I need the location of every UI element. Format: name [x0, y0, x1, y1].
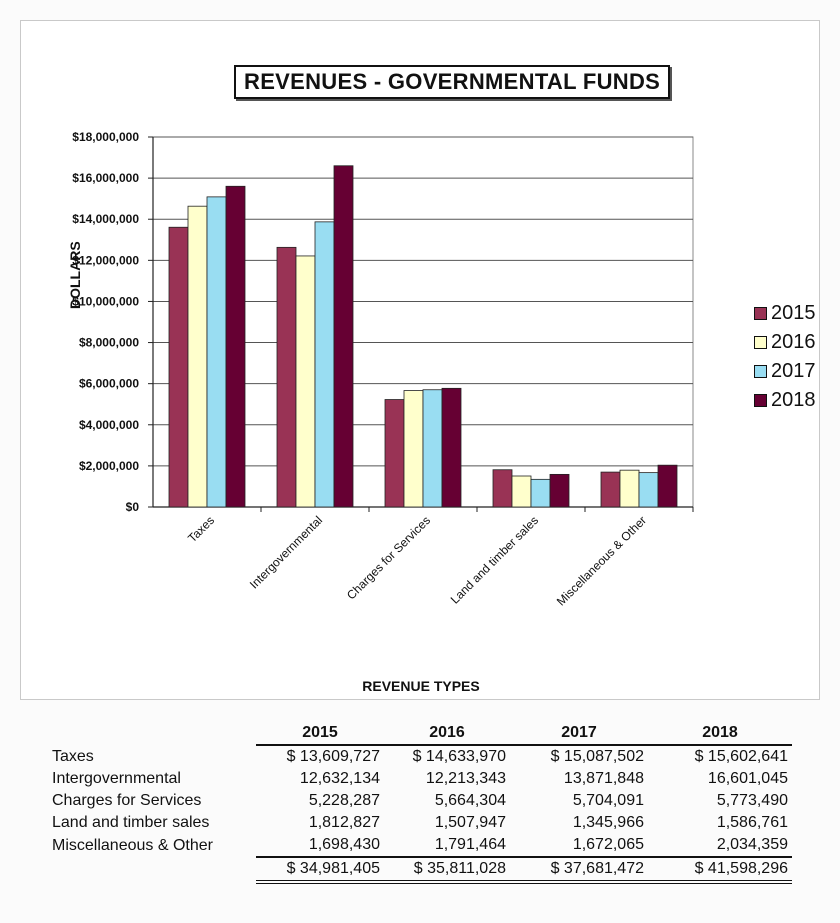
bar-2017: [530, 478, 551, 508]
total-2018: $ 41,598,296: [648, 856, 792, 884]
table-header-blank: [48, 724, 256, 745]
bar-2016: [403, 390, 424, 508]
cell-2016: 5,664,304: [434, 792, 506, 809]
cell-2018: 16,601,045: [707, 770, 788, 787]
bar-2015: [276, 246, 297, 508]
total-label: [48, 857, 256, 882]
x-category-label: Land and timber sales: [448, 513, 541, 606]
cell-2018: $ 15,602,641: [694, 748, 788, 765]
legend-item-2015: 2015: [754, 299, 816, 328]
legend: 2015 2016 2017 2018: [754, 299, 816, 415]
total-2016: $ 35,811,028: [384, 856, 510, 884]
revenue-table: 2015 2016 2017 2018 Taxes $ 13,609,727 $…: [48, 724, 792, 884]
cell-2018: 2,034,359: [716, 836, 788, 853]
bar-2016: [619, 469, 640, 508]
row-label: Charges for Services: [52, 792, 202, 809]
table-header-2017: 2017: [510, 724, 648, 746]
x-category-label: Miscellaneous & Other: [554, 513, 649, 608]
cell-2016: $ 14,633,970: [412, 748, 506, 765]
legend-item-2016: 2016: [754, 328, 816, 357]
legend-label-2015: 2015: [771, 302, 816, 324]
table-total-row: $ 34,981,405 $ 35,811,028 $ 37,681,472 $…: [48, 856, 792, 884]
bar-2018: [225, 185, 246, 508]
bar-2017: [638, 472, 659, 508]
cell-2018: 1,586,761: [716, 814, 788, 831]
legend-swatch-2016: [754, 336, 767, 349]
bar-2016: [511, 475, 532, 508]
bar-2018: [333, 165, 354, 508]
bar-2017: [314, 221, 335, 508]
row-label: Intergovernmental: [52, 770, 181, 787]
cell-2016: 12,213,343: [425, 770, 506, 787]
y-tick-label: $6,000,000: [79, 377, 139, 391]
row-label: Taxes: [52, 747, 94, 765]
table-row: Land and timber sales 1,812,827 1,507,94…: [48, 812, 792, 834]
legend-item-2017: 2017: [754, 357, 816, 386]
table-header-2018: 2018: [648, 724, 792, 746]
table-header-2015: 2015: [256, 724, 384, 746]
cell-2015: 1,698,430: [308, 836, 380, 853]
bar-2018: [441, 387, 462, 508]
table-row: Intergovernmental 12,632,134 12,213,343 …: [48, 768, 792, 790]
total-2015: $ 34,981,405: [256, 856, 384, 884]
cell-2017: 13,871,848: [563, 770, 644, 787]
legend-swatch-2017: [754, 365, 767, 378]
cell-2016: 1,791,464: [434, 836, 506, 853]
y-tick-label: $10,000,000: [72, 294, 139, 308]
cell-2015: 1,812,827: [308, 814, 380, 831]
table-header-2016: 2016: [384, 724, 510, 746]
bar-2015: [600, 471, 621, 508]
chart-frame: $0 $2,000,000 $4,000,000 $6,000,000 $8,000,0…: [20, 20, 820, 700]
x-category-label: Charges for Services: [344, 513, 433, 602]
cell-2016: 1,507,947: [434, 814, 506, 831]
chart-plot-svg: $0 $2,000,000 $4,000,000 $6,000,000 $8,000,0…: [72, 130, 694, 608]
table-row: Taxes $ 13,609,727 $ 14,633,970 $ 15,087…: [48, 745, 792, 768]
table-row: Miscellaneous & Other 1,698,430 1,791,46…: [48, 834, 792, 857]
bar-2016: [295, 255, 316, 508]
x-category-label: Intergovernmental: [247, 513, 325, 591]
legend-swatch-2018: [754, 394, 767, 407]
y-tick-label: $4,000,000: [79, 418, 139, 432]
table-row: Charges for Services 5,228,287 5,664,304…: [48, 790, 792, 812]
y-tick-label: $12,000,000: [72, 253, 139, 267]
bar-2015: [492, 469, 513, 508]
bar-2017: [422, 389, 443, 508]
legend-label-2017: 2017: [771, 360, 816, 382]
y-axis-title: DOLLARS: [67, 241, 83, 309]
y-tick-label: $2,000,000: [79, 459, 139, 473]
table-header-row: 2015 2016 2017 2018: [48, 724, 792, 746]
bar-2018: [549, 473, 570, 508]
y-tick-label: $8,000,000: [79, 336, 139, 350]
legend-label-2018: 2018: [771, 389, 816, 411]
bar-2015: [168, 226, 189, 508]
y-tick-label: $18,000,000: [72, 130, 139, 144]
y-tick-label: $0: [126, 500, 140, 514]
bar-2017: [206, 196, 227, 508]
cell-2017: 5,704,091: [572, 792, 644, 809]
cell-2015: 5,228,287: [308, 792, 380, 809]
y-tick-label: $14,000,000: [72, 212, 139, 226]
bar-2018: [657, 464, 678, 508]
x-category-label: Taxes: [185, 513, 217, 545]
cell-2015: 12,632,134: [299, 770, 380, 787]
total-2017: $ 37,681,472: [510, 856, 648, 884]
bar-2015: [384, 399, 405, 508]
bar-2016: [187, 205, 208, 508]
cell-2018: 5,773,490: [716, 792, 788, 809]
x-axis-title: REVENUE TYPES: [362, 678, 480, 694]
y-tick-label: $16,000,000: [72, 171, 139, 185]
legend-swatch-2015: [754, 307, 767, 320]
row-label: Land and timber sales: [52, 814, 210, 831]
row-label: Miscellaneous & Other: [52, 836, 213, 854]
cell-2017: $ 15,087,502: [550, 748, 644, 765]
chart-title: REVENUES - GOVERNMENTAL FUNDS: [234, 65, 671, 99]
legend-label-2016: 2016: [771, 331, 816, 353]
cell-2017: 1,345,966: [572, 814, 644, 831]
cell-2017: 1,672,065: [572, 836, 644, 853]
legend-item-2018: 2018: [754, 386, 816, 415]
cell-2015: $ 13,609,727: [286, 748, 380, 765]
